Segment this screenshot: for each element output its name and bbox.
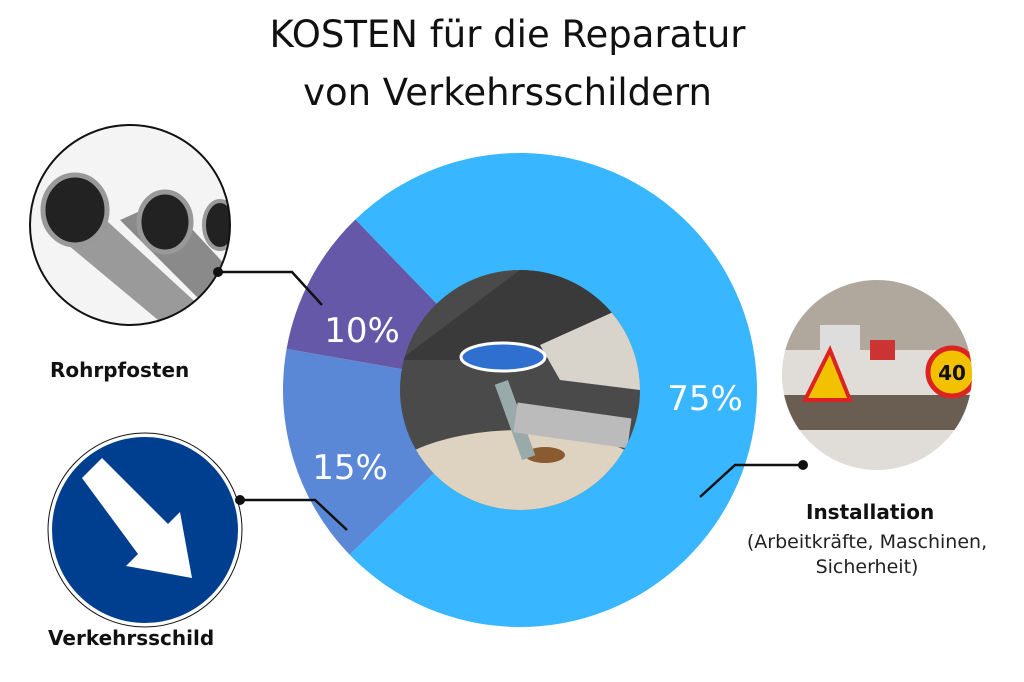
detail-line: Sicherheit) <box>815 556 919 578</box>
label-installation: Installation <box>806 500 935 524</box>
verkehrsschild-sign-icon <box>47 432 243 628</box>
chart-subtitle: von Verkehrsschildern <box>303 71 712 114</box>
leader-line-installation <box>699 463 803 498</box>
slice-value-label: 15% <box>312 448 388 488</box>
detail-line: (Arbeitkräfte, Maschinen, <box>746 531 988 553</box>
leader-line-rohrpfosten <box>218 270 323 306</box>
chart-title: KOSTEN für die Reparatur <box>269 13 746 56</box>
label-verkehrsschild: Verkehrsschild <box>48 626 215 650</box>
installation-photo: 40 <box>782 280 972 470</box>
label-installation-detail: (Arbeitkräfte, Maschinen, Sicherheit) <box>712 530 1022 580</box>
slice-value-label: 10% <box>324 311 400 351</box>
slice-rohrpfosten <box>286 219 439 370</box>
slice-installation <box>349 153 757 627</box>
center-photo-fallen-sign <box>400 270 640 510</box>
rohrpfosten-photo <box>30 125 230 325</box>
leader-line-verkehrsschild <box>240 498 348 531</box>
label-rohrpfosten: Rohrpfosten <box>50 358 190 382</box>
slice-value-label: 75% <box>667 379 743 419</box>
slice-verkehrsschild <box>282 348 436 555</box>
svg-text:40: 40 <box>938 361 966 385</box>
